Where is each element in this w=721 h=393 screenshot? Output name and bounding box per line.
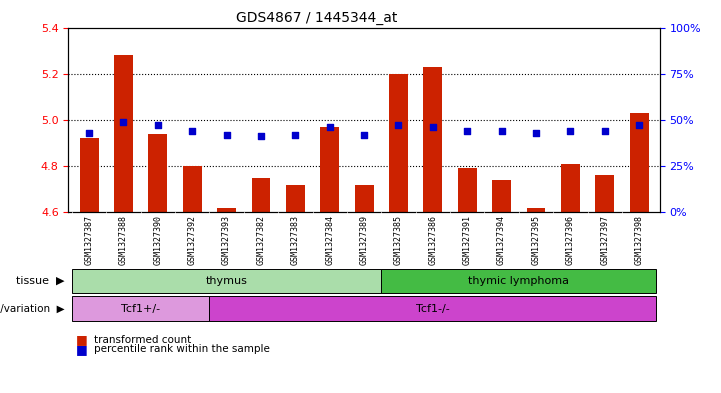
- Bar: [355, 185, 373, 212]
- Bar: [79, 138, 99, 212]
- Text: Tcf1-/-: Tcf1-/-: [416, 303, 450, 314]
- Point: [358, 132, 370, 138]
- Point: [290, 132, 301, 138]
- Text: GSM1327393: GSM1327393: [222, 215, 231, 265]
- Text: GSM1327388: GSM1327388: [119, 215, 128, 265]
- Text: GSM1327396: GSM1327396: [566, 215, 575, 265]
- Bar: [72, 296, 209, 321]
- Text: GSM1327385: GSM1327385: [394, 215, 403, 265]
- Text: GSM1327386: GSM1327386: [428, 215, 438, 265]
- Text: genotype/variation  ▶: genotype/variation ▶: [0, 303, 65, 314]
- Text: GSM1327389: GSM1327389: [360, 215, 368, 265]
- Text: GSM1327397: GSM1327397: [600, 215, 609, 265]
- Text: ■: ■: [76, 333, 92, 346]
- Text: Tcf1+/-: Tcf1+/-: [121, 303, 160, 314]
- Point: [565, 128, 576, 134]
- Point: [255, 133, 267, 140]
- Bar: [183, 166, 202, 212]
- Text: GSM1327383: GSM1327383: [291, 215, 300, 265]
- Bar: [526, 208, 545, 212]
- Text: GSM1327382: GSM1327382: [257, 215, 265, 265]
- Point: [461, 128, 473, 134]
- Point: [118, 119, 129, 125]
- Bar: [217, 208, 236, 212]
- Point: [187, 128, 198, 134]
- Text: tissue  ▶: tissue ▶: [17, 275, 65, 286]
- Point: [427, 124, 438, 130]
- Bar: [72, 268, 381, 293]
- Point: [393, 122, 404, 129]
- Text: GSM1327395: GSM1327395: [531, 215, 541, 265]
- Bar: [629, 113, 649, 212]
- Text: GSM1327390: GSM1327390: [154, 215, 162, 265]
- Point: [530, 130, 541, 136]
- Bar: [286, 185, 305, 212]
- Text: GSM1327387: GSM1327387: [84, 215, 94, 265]
- Point: [324, 124, 335, 130]
- Point: [221, 132, 232, 138]
- Bar: [320, 127, 339, 212]
- Bar: [381, 268, 656, 293]
- Text: ■: ■: [76, 343, 92, 356]
- Bar: [252, 178, 270, 212]
- Bar: [596, 175, 614, 212]
- Text: GSM1327394: GSM1327394: [497, 215, 506, 265]
- Title: GDS4867 / 1445344_at: GDS4867 / 1445344_at: [236, 11, 397, 25]
- Text: transformed count: transformed count: [94, 334, 191, 345]
- Bar: [458, 168, 477, 212]
- Point: [84, 130, 95, 136]
- Point: [599, 128, 611, 134]
- Bar: [561, 164, 580, 212]
- Bar: [423, 67, 442, 212]
- Text: GSM1327384: GSM1327384: [325, 215, 335, 265]
- Text: GSM1327392: GSM1327392: [187, 215, 197, 265]
- Text: percentile rank within the sample: percentile rank within the sample: [94, 344, 270, 354]
- Point: [152, 122, 164, 129]
- Bar: [209, 296, 656, 321]
- Text: GSM1327391: GSM1327391: [463, 215, 472, 265]
- Bar: [114, 55, 133, 212]
- Text: thymus: thymus: [205, 275, 247, 286]
- Point: [633, 122, 645, 129]
- Text: thymic lymphoma: thymic lymphoma: [468, 275, 570, 286]
- Bar: [492, 180, 511, 212]
- Text: GSM1327398: GSM1327398: [634, 215, 644, 265]
- Bar: [149, 134, 167, 212]
- Bar: [389, 73, 408, 212]
- Point: [496, 128, 508, 134]
